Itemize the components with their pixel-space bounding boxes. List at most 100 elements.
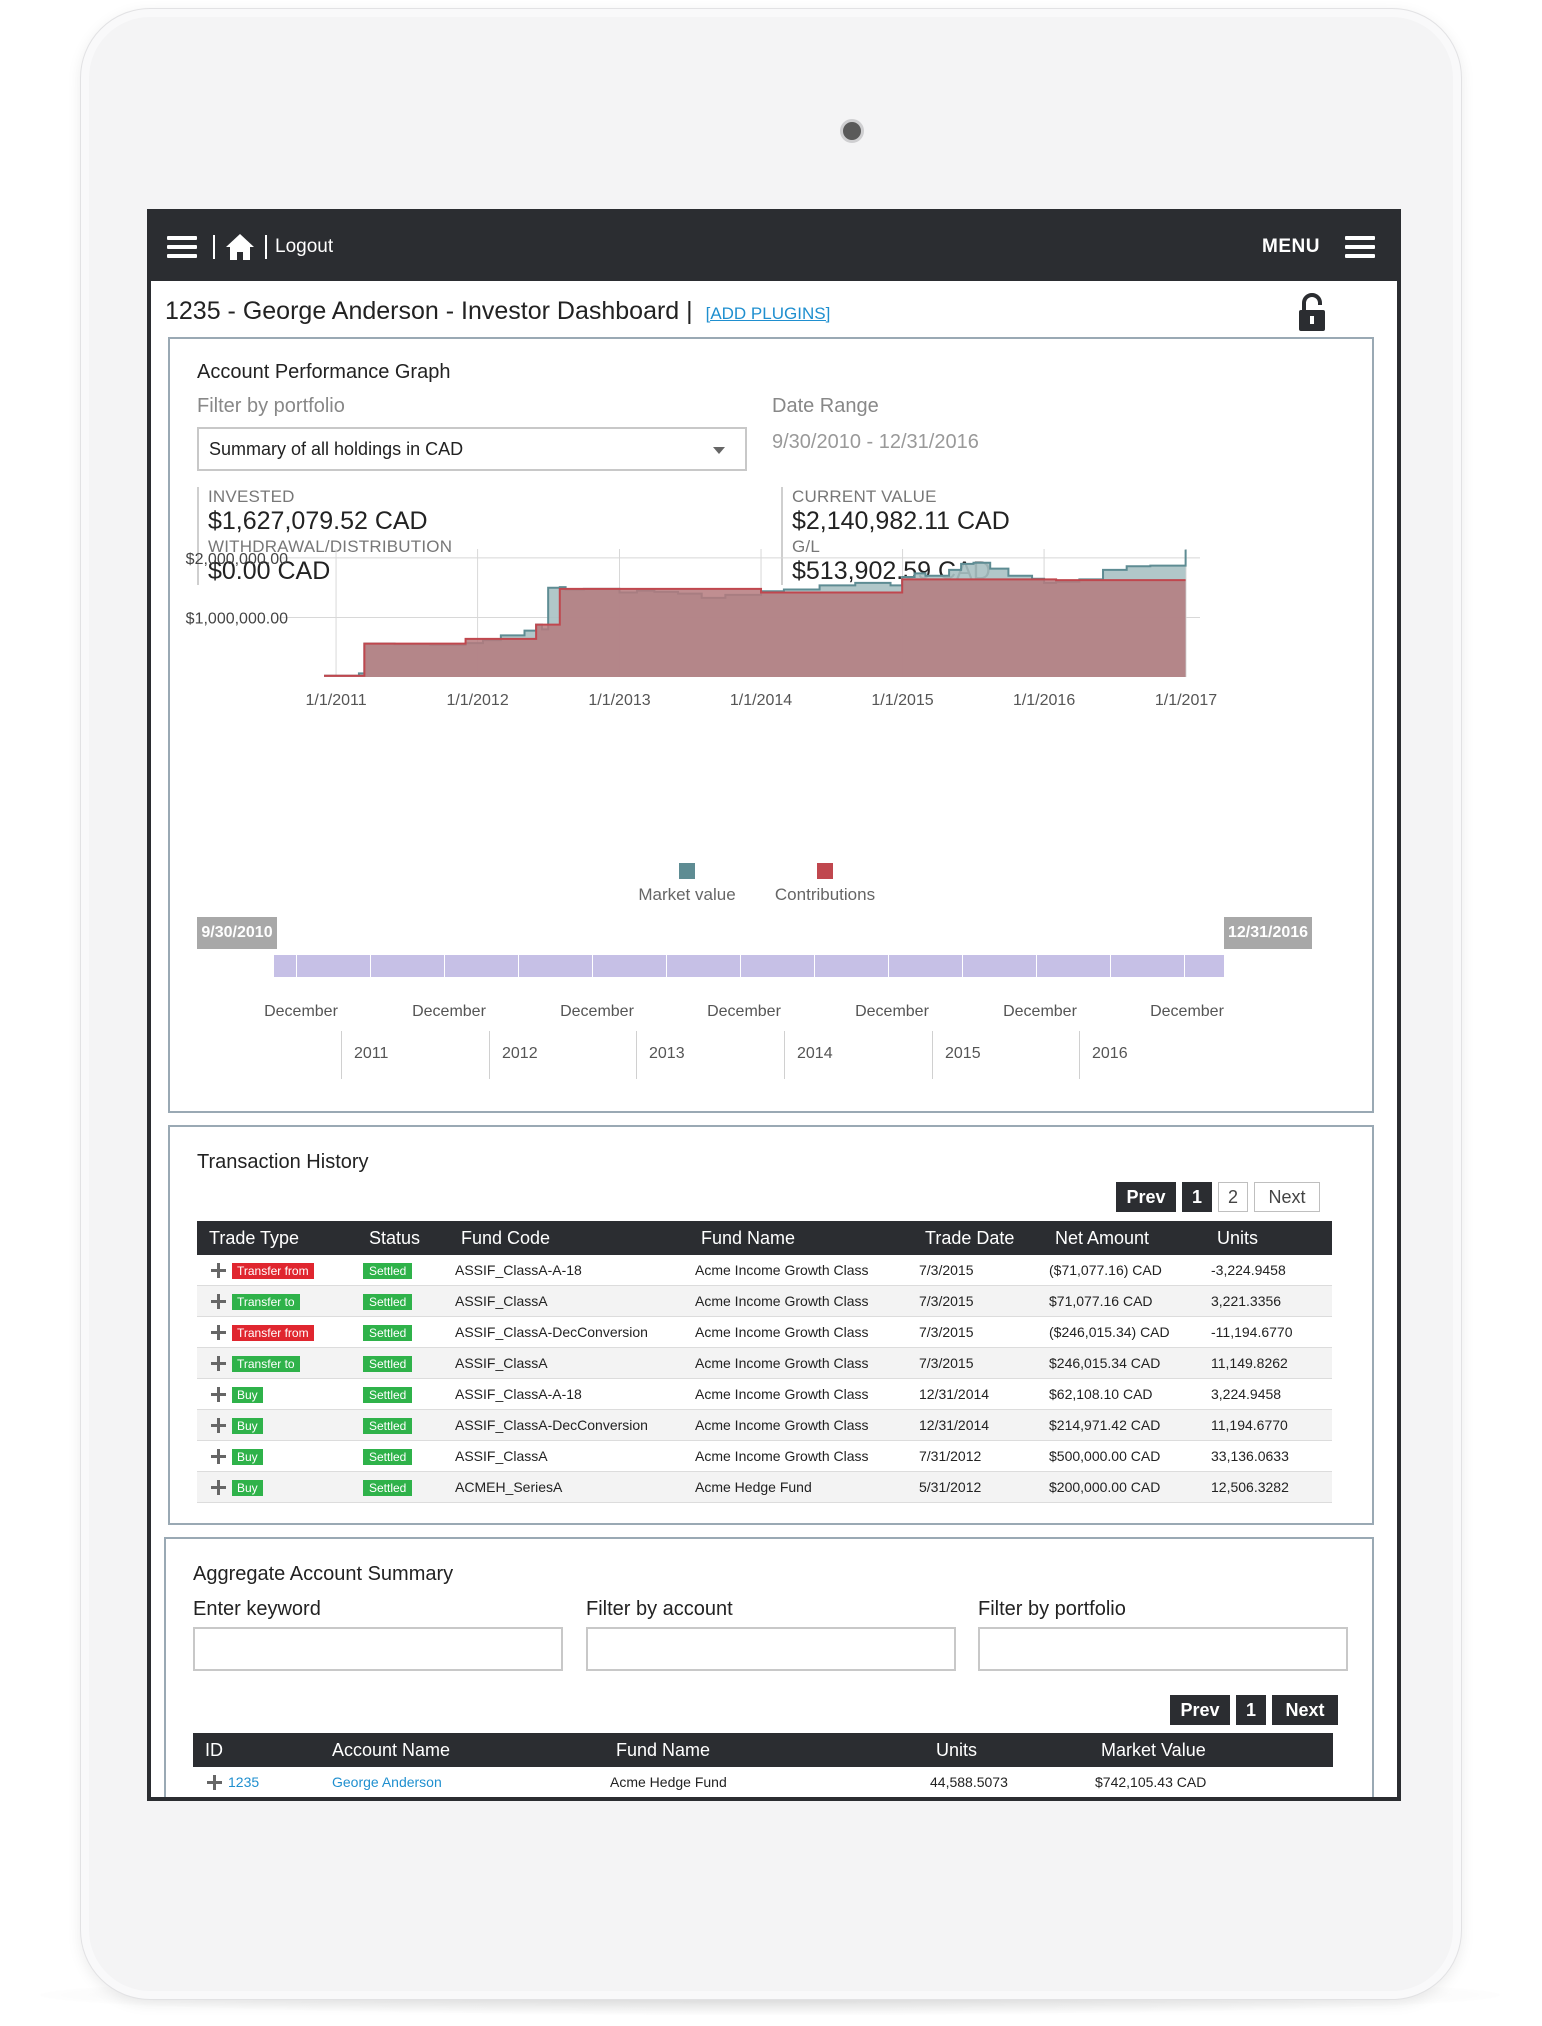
table-row[interactable]: Transfer from Settled ASSIF_ClassA-A-18 Acm… [197,1255,1332,1286]
x-tick-label: 1/1/2013 [588,692,650,709]
hamburger-menu-button[interactable] [167,213,197,281]
expand-icon[interactable] [207,1775,222,1791]
expand-icon[interactable] [211,1418,226,1434]
account-filter-input[interactable] [586,1627,956,1671]
column-header[interactable]: Net Amount [1043,1221,1205,1255]
top-bar: Logout MENU [151,213,1397,281]
legend-contributions[interactable]: Contributions [760,863,890,905]
range-month-label: December [412,1003,486,1020]
units-cell: 11,149.8262 [1205,1347,1332,1379]
fund-code-cell: ASSIF_ClassA-DecConversion [449,1409,689,1441]
status-badge: Settled [363,1262,413,1279]
table-row[interactable]: Transfer to Settled ASSIF_ClassA Acme Incom… [197,1347,1332,1379]
prev-button[interactable]: Prev [1116,1182,1176,1212]
range-tick [666,955,667,977]
expand-icon[interactable] [211,1294,226,1310]
page-2-button[interactable]: 2 [1218,1182,1248,1212]
column-header[interactable]: Units [1205,1221,1332,1255]
menu-button[interactable] [1345,213,1375,281]
expand-icon[interactable] [211,1325,226,1341]
column-header[interactable]: Status [357,1221,449,1255]
logout-link[interactable]: Logout [275,236,334,257]
table-row[interactable]: Buy Settled ASSIF_ClassA-DecConversion Acme… [197,1409,1332,1441]
portfolio-select[interactable]: Summary of all holdings in CAD [197,427,747,471]
range-start-handle[interactable]: 9/30/2010 [197,917,277,949]
column-header[interactable]: Trade Type [197,1221,357,1255]
range-track[interactable] [274,955,1224,977]
account-name-cell: George Anderson [320,1767,604,1797]
portfolio-select-value: Summary of all holdings in CAD [209,438,464,459]
page-1-button[interactable]: 1 [1236,1695,1266,1725]
fund-code-cell: ASSIF_ClassA-A-18 [449,1378,689,1410]
fund-code-cell: ASSIF_ClassA-DecConversion [449,1316,689,1348]
units-cell: 11,194.6770 [1205,1409,1332,1441]
column-header[interactable]: ID [193,1733,320,1767]
range-end-handle[interactable]: 12/31/2016 [1224,917,1312,949]
transaction-history-title: Transaction History [197,1151,369,1173]
range-start-label: 9/30/2010 [201,924,273,941]
column-header[interactable]: Account Name [320,1733,604,1767]
menu-label[interactable]: MENU [1262,236,1320,257]
range-tick [444,955,445,977]
table-row[interactable]: Transfer from Settled ASSIF_ClassA-DecConv… [197,1316,1332,1348]
status-badge: Settled [363,1355,413,1372]
range-year-label: 2016 [1079,1031,1128,1079]
column-header[interactable]: Trade Date [913,1221,1043,1255]
expand-icon[interactable] [211,1356,226,1372]
legend-label: Contributions [774,885,876,904]
lock-icon[interactable] [1295,293,1329,333]
column-header[interactable]: Market Value [1089,1733,1333,1767]
table-row[interactable]: Buy Settled ASSIF_ClassA Acme Income Growth… [197,1440,1332,1472]
expand-icon[interactable] [211,1263,226,1279]
transaction-history-panel: Transaction History Prev 1 2 Next Trade … [168,1125,1374,1525]
performance-chart: 1/1/2011 1/1/2012 1/1/2013 1/1/2014 1/1/2015… [186,549,1217,709]
home-button[interactable] [225,213,255,281]
next-button[interactable]: Next [1272,1695,1338,1725]
keyword-input[interactable] [193,1627,563,1671]
chevron-down-icon [713,447,725,454]
table-row[interactable]: Buy Settled ASSIF_ClassA-A-18 Acme Income G… [197,1378,1332,1410]
fund-code-cell: ASSIF_ClassA [449,1440,689,1472]
fund-code-cell: ACMEH_SeriesA [449,1471,689,1503]
legend-swatch [817,863,833,879]
column-header[interactable]: Units [924,1733,1089,1767]
trade-type-cell: Buy [197,1471,357,1503]
table-row[interactable]: Transfer to Settled ASSIF_ClassA Acme Incom… [197,1285,1332,1317]
next-button[interactable]: Next [1254,1182,1320,1212]
account-name-link[interactable]: George Anderson [332,1774,442,1790]
range-month-label: December [855,1003,929,1020]
prev-button[interactable]: Prev [1170,1695,1230,1725]
status-cell: Settled [357,1409,449,1441]
x-tick-label: 1/1/2015 [871,692,933,709]
status-badge: Settled [363,1386,413,1403]
fund-code-cell: ASSIF_ClassA-A-18 [449,1255,689,1286]
column-header[interactable]: Fund Name [689,1221,913,1255]
dashboard-title: 1235 - George Anderson - Investor Dashbo… [165,297,693,325]
fund-name-cell: Acme Hedge Fund [689,1471,913,1503]
expand-icon[interactable] [211,1387,226,1403]
range-year-label: 2012 [489,1031,538,1079]
table-header-row: Trade Type Status Fund Code Fund Name Tr… [197,1221,1332,1255]
net-amount-cell: $71,077.16 CAD [1043,1285,1205,1317]
status-cell: Settled [357,1285,449,1317]
column-header[interactable]: Fund Code [449,1221,689,1255]
page-1-button[interactable]: 1 [1182,1182,1212,1212]
account-id-link[interactable]: 1235 [228,1773,260,1790]
app-screen: Logout MENU 1235 - George Anderson - Inv… [147,209,1401,1801]
invested-value: $1,627,079.52 CAD [208,507,428,535]
table-row[interactable]: Buy Settled ACMEH_SeriesA Acme Hedge Fund 5/… [197,1471,1332,1503]
column-header[interactable]: Fund Name [604,1733,924,1767]
range-year-label: 2015 [932,1031,981,1079]
add-plugins-link[interactable]: [ADD PLUGINS] [705,304,831,323]
divider [213,235,215,259]
table-row[interactable]: 1235 George Anderson Acme Hedge Fund 44,… [193,1767,1333,1797]
x-tick-label: 1/1/2011 [306,692,367,709]
portfolio-filter-input[interactable] [978,1627,1348,1671]
expand-icon[interactable] [211,1449,226,1465]
range-month-label: December [707,1003,781,1020]
expand-icon[interactable] [211,1480,226,1496]
trade-date-cell: 7/3/2015 [913,1255,1043,1286]
legend-market-value[interactable]: Market value [622,863,752,905]
x-tick-label: 1/1/2014 [730,692,792,709]
status-badge: Settled [363,1448,413,1465]
